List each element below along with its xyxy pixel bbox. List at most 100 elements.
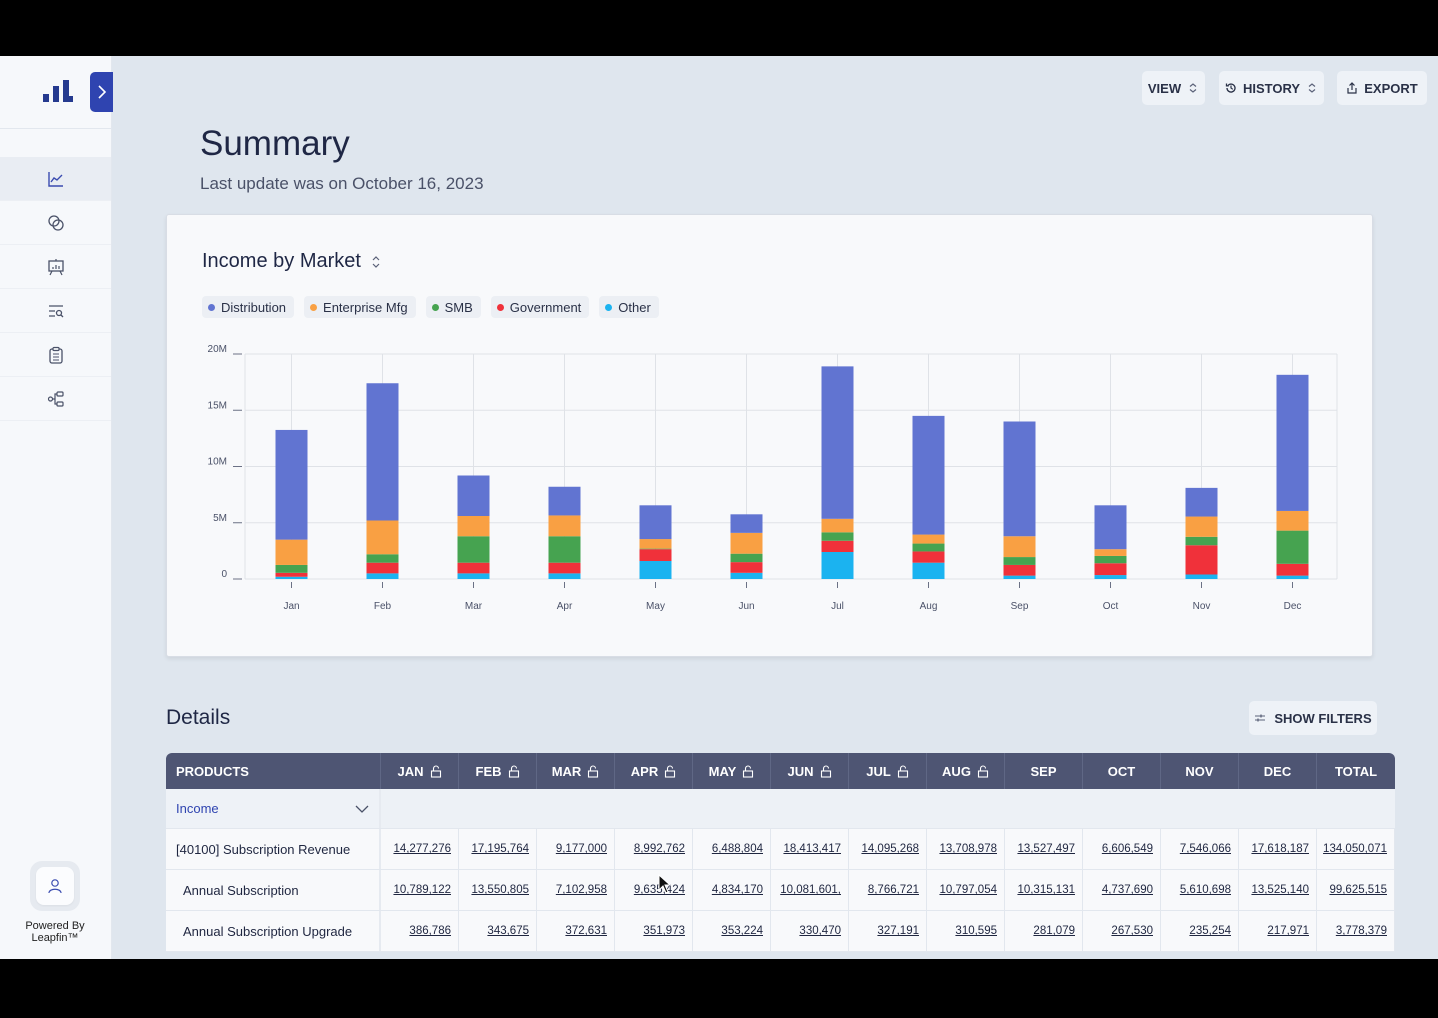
sidebar-item-tasks[interactable] [0,333,111,377]
cell-value-link[interactable]: 386,786 [409,925,451,937]
bar-segment-enterprise-mfg [1094,549,1127,556]
bar-segment-other [821,552,854,579]
legend-item-government[interactable]: Government [490,296,590,318]
cell-value-link[interactable]: 6,488,804 [711,843,763,855]
sidebar-item-hierarchy[interactable] [0,377,111,421]
bar-segment-other [639,561,672,579]
details-title: Details [166,706,231,729]
column-header-may[interactable]: MAY [693,753,771,789]
legend-item-distribution[interactable]: Distribution [202,296,295,318]
coins-icon [47,214,64,231]
user-menu-button[interactable] [30,861,80,911]
row-label: Annual Subscription Upgrade [166,911,381,951]
cell-value-link[interactable]: 353,224 [721,925,763,937]
sidebar-item-reports[interactable] [0,245,111,289]
sidebar-item-analytics[interactable] [0,157,111,201]
cell-value-link[interactable]: 267,530 [1111,925,1153,937]
column-header-jan[interactable]: JAN [381,753,459,789]
column-header-oct[interactable]: OCT [1083,753,1161,789]
cell-value-link[interactable]: 3,778,379 [1335,925,1387,937]
cell-value-link[interactable]: 343,675 [487,925,529,937]
export-icon [1347,82,1357,94]
cell-value-link[interactable]: 17,195,764 [471,843,529,855]
view-label: VIEW [1147,80,1182,96]
cell-value-link[interactable]: 7,546,066 [1179,843,1231,855]
column-header-apr[interactable]: APR [615,753,693,789]
bar-segment-government [1276,563,1309,576]
legend-item-enterprise-mfg[interactable]: Enterprise Mfg [304,296,416,318]
cell-value-link[interactable]: 17,618,187 [1251,843,1309,855]
unlock-icon[interactable] [742,764,754,778]
cell-value-link[interactable]: 13,550,805 [471,884,529,896]
unlock-icon[interactable] [508,764,520,778]
legend-dot-icon [208,303,215,311]
cell-value-link[interactable]: 10,315,131 [1017,884,1075,896]
unlock-icon[interactable] [587,764,599,778]
show-filters-button[interactable]: SHOW FILTERS [1249,701,1377,735]
cell-value-link[interactable]: 351,973 [643,925,685,937]
column-header-jun[interactable]: JUN [771,753,849,789]
legend-item-other[interactable]: Other [599,296,659,318]
cell-value-link[interactable]: 134,050,071 [1323,843,1387,855]
cell-value-link[interactable]: 8,766,721 [867,884,919,896]
history-label: HISTORY [1242,80,1301,96]
column-header-total[interactable]: TOTAL [1317,753,1395,789]
cell-value-link[interactable]: 10,789,122 [393,884,451,896]
column-header-sep[interactable]: SEP [1005,753,1083,789]
chart-title-selector[interactable]: Income by Market [202,250,381,273]
cell-value-link[interactable]: 8,992,762 [633,843,685,855]
sidebar-item-revenue[interactable] [0,201,111,245]
unlock-icon[interactable] [977,764,989,778]
cell-value-link[interactable]: 6,606,549 [1101,843,1153,855]
cell-value-link[interactable]: 9,177,000 [555,843,607,855]
app-window: Powered By Leapfin™ VIEW HISTORY EXPORT … [0,56,1438,959]
cell-value-link[interactable]: 13,527,497 [1017,843,1075,855]
cell-value-link[interactable]: 5,610,698 [1179,884,1231,896]
unlock-icon[interactable] [430,764,442,778]
bar-segment-distribution [457,475,490,516]
cell-value-link[interactable]: 99,625,515 [1329,884,1387,896]
cell-value-link[interactable]: 14,095,268 [861,843,919,855]
table-cell: 8,992,762 [615,829,693,869]
cell-value-link[interactable]: 13,525,140 [1251,884,1309,896]
cell-value-link[interactable]: 10,797,054 [939,884,997,896]
unlock-icon[interactable] [820,764,832,778]
cell-value-link[interactable]: 330,470 [799,925,841,937]
legend-label: SMB [444,299,473,315]
column-header-mar[interactable]: MAR [537,753,615,789]
column-header-aug[interactable]: AUG [927,753,1005,789]
page-title: Summary [200,124,350,163]
cell-value-link[interactable]: 14,277,276 [393,843,451,855]
cell-value-link[interactable]: 217,971 [1267,925,1309,937]
cell-value-link[interactable]: 372,631 [565,925,607,937]
cell-value-link[interactable]: 281,079 [1033,925,1075,937]
legend-dot-icon [496,303,504,311]
cell-value-link[interactable]: 310,595 [955,925,997,937]
bar-segment-other [1185,574,1218,579]
cell-value-link[interactable]: 13,708,978 [939,843,997,855]
cell-value-link[interactable]: 7,102,958 [555,884,607,896]
expand-sidebar-button[interactable] [90,72,113,112]
column-header-feb[interactable]: FEB [459,753,537,789]
sidebar-item-search[interactable] [0,289,111,333]
column-header-nov[interactable]: NOV [1161,753,1239,789]
export-button[interactable]: EXPORT [1337,71,1427,105]
cell-value-link[interactable]: 4,834,170 [711,884,763,896]
column-header-label: AUG [942,763,971,779]
group-toggle-income[interactable]: Income [166,789,381,828]
column-header-products[interactable]: PRODUCTS [166,753,381,789]
cell-value-link[interactable]: 235,254 [1189,925,1231,937]
cell-value-link[interactable]: 18,413,417 [783,843,841,855]
cell-value-link[interactable]: 327,191 [877,925,919,937]
unlock-icon[interactable] [664,764,676,778]
legend-item-smb[interactable]: SMB [425,296,481,318]
unlock-icon[interactable] [897,764,909,778]
chevron-down-icon[interactable] [355,805,369,813]
history-button[interactable]: HISTORY [1219,71,1324,105]
column-header-dec[interactable]: DEC [1239,753,1317,789]
cell-value-link[interactable]: 4,737,690 [1101,884,1153,896]
column-header-jul[interactable]: JUL [849,753,927,789]
legend-label: Other [618,299,651,315]
view-button[interactable]: VIEW [1142,71,1205,105]
cell-value-link[interactable]: 10,081,601, [780,884,841,896]
